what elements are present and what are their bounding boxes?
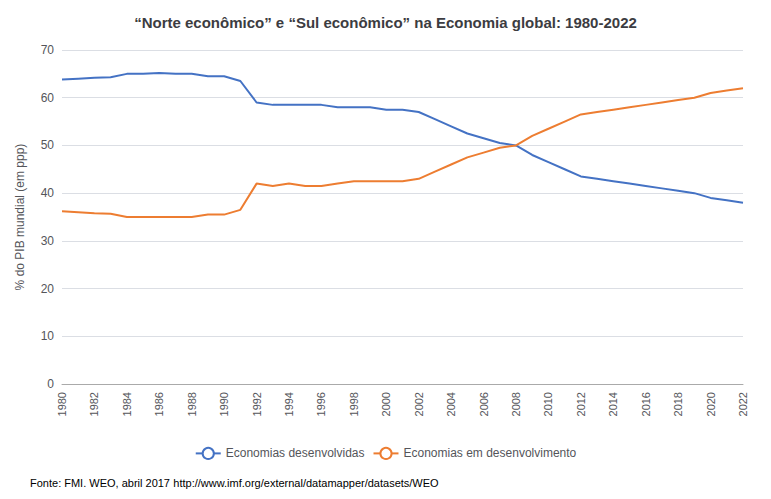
svg-text:20: 20: [41, 282, 55, 296]
svg-text:10: 10: [41, 329, 55, 343]
svg-text:30: 30: [41, 234, 55, 248]
svg-text:1986: 1986: [153, 392, 165, 416]
svg-text:1980: 1980: [56, 392, 68, 416]
svg-text:2016: 2016: [640, 392, 652, 416]
svg-text:Economias desenvolvidas: Economias desenvolvidas: [226, 446, 365, 460]
svg-text:1994: 1994: [283, 392, 295, 416]
svg-text:http://www.imf.org/external/da: http://www.imf.org/external/datamapper/d…: [173, 477, 439, 489]
svg-text:50: 50: [41, 138, 55, 152]
svg-text:2008: 2008: [510, 392, 522, 416]
svg-text:60: 60: [41, 91, 55, 105]
svg-text:1992: 1992: [251, 392, 263, 416]
svg-text:1996: 1996: [315, 392, 327, 416]
svg-text:2010: 2010: [542, 392, 554, 416]
svg-text:40: 40: [41, 186, 55, 200]
svg-text:1982: 1982: [88, 392, 100, 416]
svg-text:1988: 1988: [186, 392, 198, 416]
svg-text:70: 70: [41, 43, 55, 57]
svg-text:“Norte econômico” e “Sul econô: “Norte econômico” e “Sul econômico” na E…: [134, 14, 637, 31]
svg-text:1990: 1990: [218, 392, 230, 416]
svg-text:2006: 2006: [478, 392, 490, 416]
svg-text:% do PIB mundial (em ppp): % do PIB mundial (em ppp): [13, 144, 27, 291]
svg-text:1984: 1984: [121, 392, 133, 416]
svg-text:2002: 2002: [413, 392, 425, 416]
svg-text:2022: 2022: [737, 392, 749, 416]
svg-text:2018: 2018: [672, 392, 684, 416]
svg-text:2004: 2004: [445, 392, 457, 416]
svg-text:Economias em desenvolvimento: Economias em desenvolvimento: [403, 446, 576, 460]
svg-text:2020: 2020: [705, 392, 717, 416]
svg-text:2012: 2012: [575, 392, 587, 416]
svg-text:2000: 2000: [380, 392, 392, 416]
svg-text:0: 0: [47, 377, 54, 391]
svg-text:Fonte: FMI. WEO, abril 2017: Fonte: FMI. WEO, abril 2017: [30, 477, 170, 489]
svg-text:2014: 2014: [607, 392, 619, 416]
svg-text:1998: 1998: [348, 392, 360, 416]
